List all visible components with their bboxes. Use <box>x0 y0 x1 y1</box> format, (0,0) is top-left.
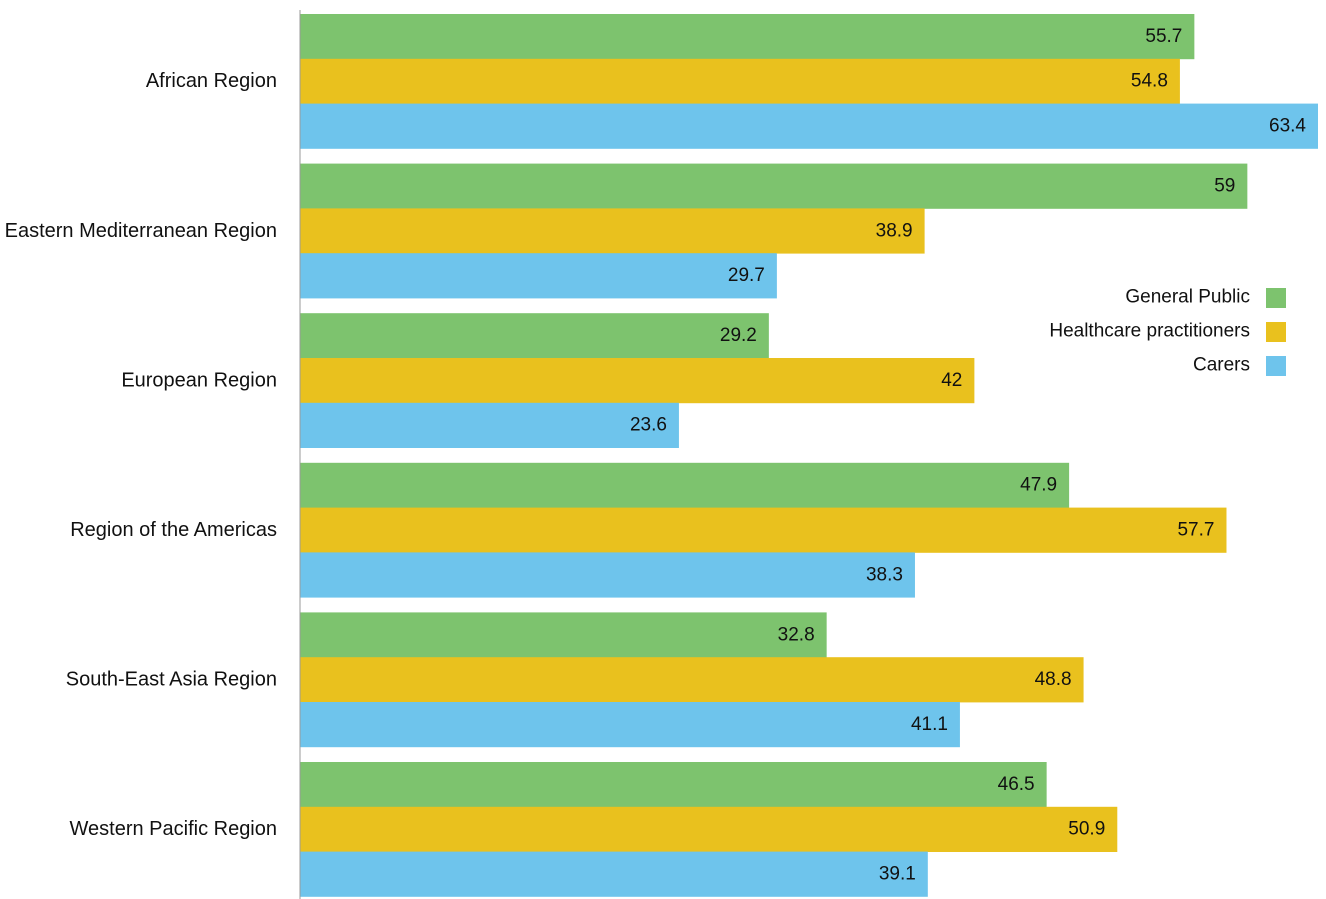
data-label-western-pacific-region-general-public: 46.5 <box>998 774 1035 795</box>
bar-eastern-mediterranean-region-general-public <box>300 163 1248 209</box>
data-label-african-region-healthcare-practitioners: 54.8 <box>1131 71 1168 92</box>
data-label-european-region-carers: 23.6 <box>630 415 667 436</box>
bar-european-region-general-public <box>300 313 769 359</box>
data-label-region-of-the-americas-healthcare-practitioners: 57.7 <box>1177 520 1214 541</box>
data-label-western-pacific-region-carers: 39.1 <box>879 864 916 885</box>
legend-swatch-general-public <box>1266 288 1286 308</box>
bar-african-region-carers <box>300 103 1318 149</box>
category-label-african-region: African Region <box>146 70 277 92</box>
data-label-south-east-asia-region-healthcare-practitioners: 48.8 <box>1035 669 1072 690</box>
data-label-african-region-carers: 63.4 <box>1269 116 1306 137</box>
category-label-eastern-mediterranean-region: Eastern Mediterranean Region <box>5 220 277 242</box>
bar-eastern-mediterranean-region-carers <box>300 253 777 299</box>
bar-western-pacific-region-healthcare-practitioners <box>300 806 1118 852</box>
bar-european-region-healthcare-practitioners <box>300 358 975 404</box>
legend-swatch-healthcare-practitioners <box>1266 322 1286 342</box>
data-label-south-east-asia-region-general-public: 32.8 <box>778 624 815 645</box>
bars-layer: 55.7 54.8 63.4 59 38.9 29.7 29.2 42 23.6 47.9 57.7… <box>300 14 1318 897</box>
bar-south-east-asia-region-carers <box>300 702 960 748</box>
bar-african-region-healthcare-practitioners <box>300 58 1180 104</box>
data-label-region-of-the-americas-carers: 38.3 <box>866 564 903 585</box>
bar-region-of-the-americas-healthcare-practitioners <box>300 507 1227 553</box>
legend-swatch-carers <box>1266 356 1286 376</box>
data-label-african-region-general-public: 55.7 <box>1145 26 1182 47</box>
data-label-eastern-mediterranean-region-general-public: 59 <box>1214 176 1235 197</box>
data-label-eastern-mediterranean-region-carers: 29.7 <box>728 265 765 286</box>
bar-south-east-asia-region-healthcare-practitioners <box>300 657 1084 703</box>
data-label-european-region-healthcare-practitioners: 42 <box>941 370 962 391</box>
data-label-south-east-asia-region-carers: 41.1 <box>911 714 948 735</box>
bar-african-region-general-public <box>300 14 1195 60</box>
data-label-region-of-the-americas-general-public: 47.9 <box>1020 475 1057 496</box>
legend-label-general-public: General Public <box>1125 287 1250 308</box>
category-label-western-pacific-region: Western Pacific Region <box>70 818 278 840</box>
category-label-region-of-the-americas: Region of the Americas <box>70 519 277 541</box>
legend-label-carers: Carers <box>1193 355 1250 376</box>
data-label-european-region-general-public: 29.2 <box>720 325 757 346</box>
bar-region-of-the-americas-carers <box>300 552 915 598</box>
legend: General Public Healthcare practitioners Ca… <box>1049 287 1286 376</box>
bar-western-pacific-region-general-public <box>300 762 1047 808</box>
legend-label-healthcare-practitioners: Healthcare practitioners <box>1049 321 1250 342</box>
category-label-south-east-asia-region: South-East Asia Region <box>66 669 277 691</box>
bar-south-east-asia-region-general-public <box>300 612 827 658</box>
data-label-eastern-mediterranean-region-healthcare-practitioners: 38.9 <box>876 220 913 241</box>
bar-eastern-mediterranean-region-healthcare-practitioners <box>300 208 925 254</box>
category-label-european-region: European Region <box>121 369 277 391</box>
category-labels: African Region Eastern Mediterranean Regi… <box>5 70 277 840</box>
data-label-western-pacific-region-healthcare-practitioners: 50.9 <box>1068 819 1105 840</box>
bar-region-of-the-americas-general-public <box>300 462 1070 508</box>
bar-western-pacific-region-carers <box>300 851 928 897</box>
bar-european-region-carers <box>300 402 679 448</box>
